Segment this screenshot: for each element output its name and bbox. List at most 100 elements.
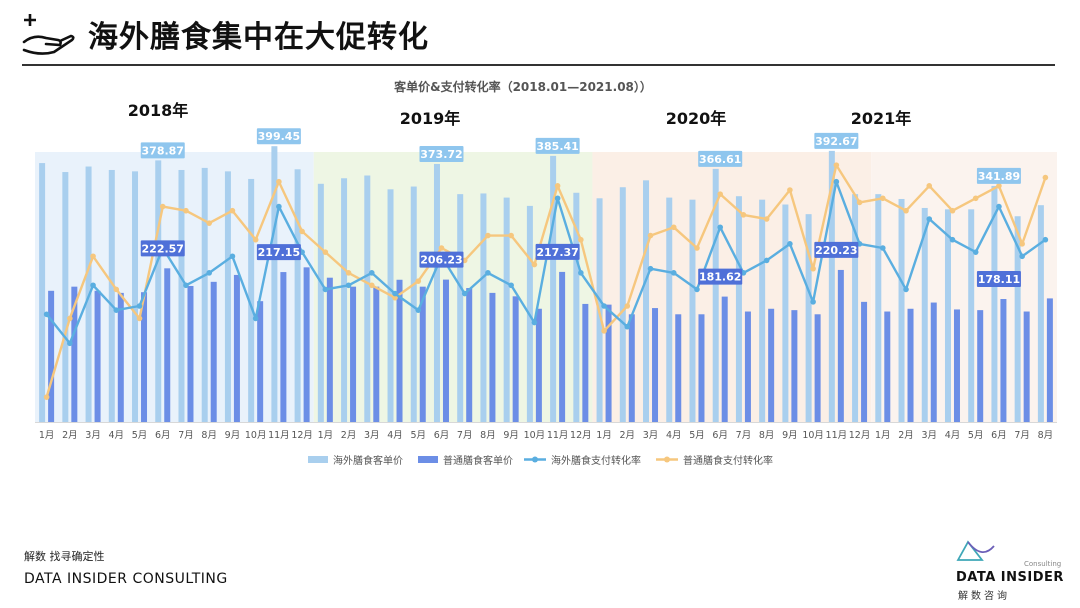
- data-label-group: 217.37: [535, 243, 580, 260]
- data-label-group: 366.61: [698, 150, 743, 167]
- overseas-conversion-point: [833, 178, 840, 185]
- data-insider-logo: [956, 540, 995, 561]
- bar-normal-price: [814, 314, 821, 422]
- bar-overseas-price: [480, 193, 487, 422]
- normal-conversion-point: [601, 328, 607, 334]
- bar-overseas-price: [968, 209, 975, 422]
- bar-normal-price: [791, 310, 798, 422]
- bar-overseas-price: [224, 171, 231, 422]
- normal-conversion-point: [903, 207, 909, 214]
- bar-overseas-price: [898, 198, 905, 422]
- bar-normal-price: [652, 308, 659, 422]
- bar-normal-price: [489, 292, 496, 422]
- x-tick-label: 5月: [132, 430, 148, 441]
- data-label-group: 222.57: [140, 240, 185, 257]
- x-tick-label: 4月: [387, 430, 403, 441]
- bar-overseas-price: [666, 197, 673, 422]
- overseas-conversion-point: [996, 203, 1002, 210]
- x-tick-label: 3月: [364, 430, 380, 441]
- overseas-conversion-point: [531, 319, 538, 326]
- bar-normal-price: [1000, 299, 1007, 422]
- normal-conversion-point: [229, 207, 236, 214]
- bar-overseas-price: [921, 207, 928, 422]
- bar-normal-price: [512, 296, 519, 422]
- normal-conversion-line: [45, 163, 1047, 398]
- bar-overseas-price: [201, 167, 208, 422]
- bar-normal-price: [628, 314, 635, 422]
- normal-conversion-point: [1019, 241, 1025, 247]
- normal-conversion-point: [740, 212, 747, 218]
- data-label-group: 341.89: [976, 167, 1021, 184]
- normal-conversion-point: [136, 315, 143, 322]
- data-label-box: [535, 137, 580, 154]
- x-tick-label: 4月: [109, 430, 125, 441]
- overseas-conversion-point: [1042, 236, 1049, 243]
- bar-overseas-price: [805, 214, 812, 422]
- data-label-group: 178.11: [976, 271, 1021, 288]
- x-tick-label: 8月: [1038, 430, 1054, 441]
- data-label: 366.61: [699, 153, 741, 166]
- x-tick-label: 7月: [1014, 430, 1030, 441]
- normal-conversion-point: [276, 178, 282, 185]
- data-label-group: 373.72: [419, 145, 464, 162]
- x-tick-label: 4月: [945, 430, 961, 441]
- overseas-conversion-point: [1019, 253, 1025, 260]
- normal-conversion-point: [299, 228, 305, 235]
- bar-overseas-price: [132, 171, 139, 422]
- overseas-conversion-point: [461, 290, 468, 297]
- normal-conversion-point: [996, 183, 1002, 189]
- bar-normal-price: [1046, 298, 1053, 422]
- normal-conversion-point: [206, 220, 213, 226]
- bar-overseas-price: [782, 204, 789, 422]
- overseas-conversion-point: [415, 307, 422, 313]
- overseas-conversion-point: [485, 270, 491, 276]
- bar-overseas-price: [503, 197, 510, 422]
- x-tick-label: 4月: [666, 430, 682, 441]
- overseas-conversion-point: [67, 340, 73, 347]
- bar-overseas-price: [944, 209, 951, 422]
- overseas-conversion-point: [972, 249, 979, 255]
- x-tick-label: 9月: [503, 430, 519, 441]
- hand-plus-icon: [22, 14, 75, 55]
- normal-conversion-point: [485, 232, 491, 239]
- overseas-conversion-point: [392, 290, 398, 297]
- logo-main: DATA INSIDER: [956, 570, 1064, 585]
- x-tick-label: 6月: [434, 430, 450, 441]
- bar-normal-price: [257, 301, 264, 422]
- normal-conversion-point: [833, 162, 840, 168]
- overseas-conversion-point: [578, 270, 584, 276]
- x-tick-label: 2月: [341, 430, 357, 441]
- data-label: 222.57: [142, 242, 184, 255]
- x-tick-label: 7月: [736, 430, 752, 441]
- data-label: 341.89: [978, 170, 1020, 183]
- bar-overseas-price: [108, 169, 115, 422]
- overseas-conversion-point: [206, 270, 213, 276]
- x-tick-label: 8月: [759, 430, 775, 441]
- legend-label: 海外膳食客单价: [333, 454, 403, 467]
- normal-conversion-point: [624, 303, 631, 309]
- x-tick-label: 2月: [898, 430, 914, 441]
- x-tick-label: 1月: [875, 430, 891, 441]
- data-label-group: 217.15: [256, 244, 301, 261]
- bar-overseas-price: [62, 172, 69, 422]
- overseas-conversion-point: [508, 282, 514, 289]
- bar-overseas-price: [875, 194, 882, 422]
- bar-normal-price: [605, 304, 612, 422]
- x-tick-label: 6月: [155, 430, 171, 441]
- bar-normal-price: [210, 281, 217, 422]
- normal-conversion-point: [90, 253, 96, 260]
- overseas-conversion-point: [879, 245, 886, 251]
- overseas-conversion-point: [647, 265, 654, 272]
- normal-conversion-point: [810, 265, 816, 272]
- data-label: 220.23: [815, 244, 857, 257]
- overseas-conversion-point: [554, 195, 561, 202]
- chart-title: 客单价&支付转化率（2018.01—2021.08））: [393, 79, 652, 94]
- bar-overseas-price: [573, 192, 580, 422]
- x-tick-label: 11月: [268, 430, 290, 441]
- bar-overseas-price: [341, 178, 348, 422]
- bar-overseas-price: [433, 163, 440, 422]
- bar-overseas-price: [1014, 216, 1021, 422]
- overseas-conversion-point: [903, 286, 909, 293]
- bar-normal-price: [303, 267, 310, 422]
- normal-conversion-point: [578, 236, 584, 243]
